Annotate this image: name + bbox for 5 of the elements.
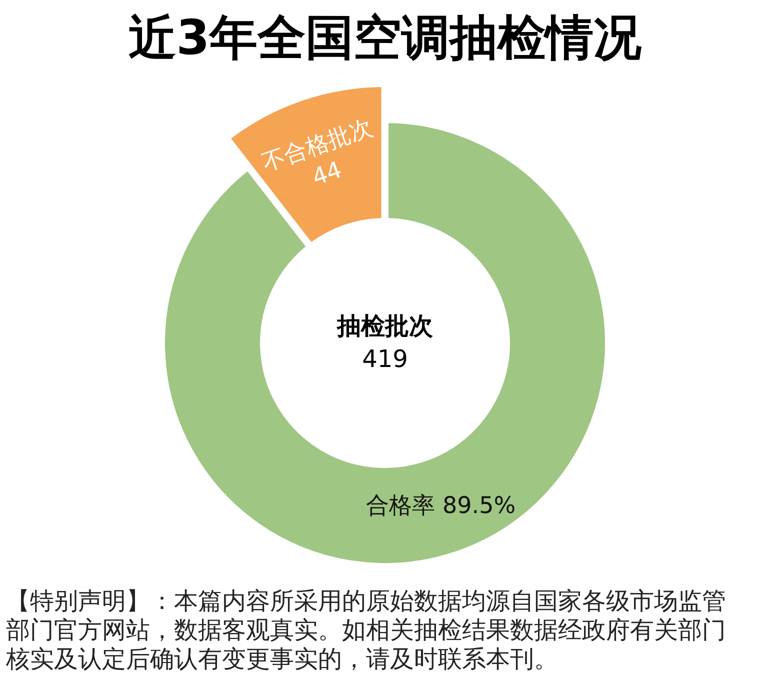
text: 【特别声明】：本篇内容所采用的原始数据均源自国家各级市场监管部门官方网站，数据客观真实。如相关抽检结果数据经政府有关部门核实及认定后确认有变更事实的，请及时联系本刊。 [5, 587, 726, 673]
chart-title: 近3年全国空调抽检情况 [128, 10, 642, 66]
text: 抽检批次 419 [336, 312, 434, 373]
text: 合格率 89.5% [366, 493, 516, 520]
data-label: 44 [309, 157, 346, 192]
